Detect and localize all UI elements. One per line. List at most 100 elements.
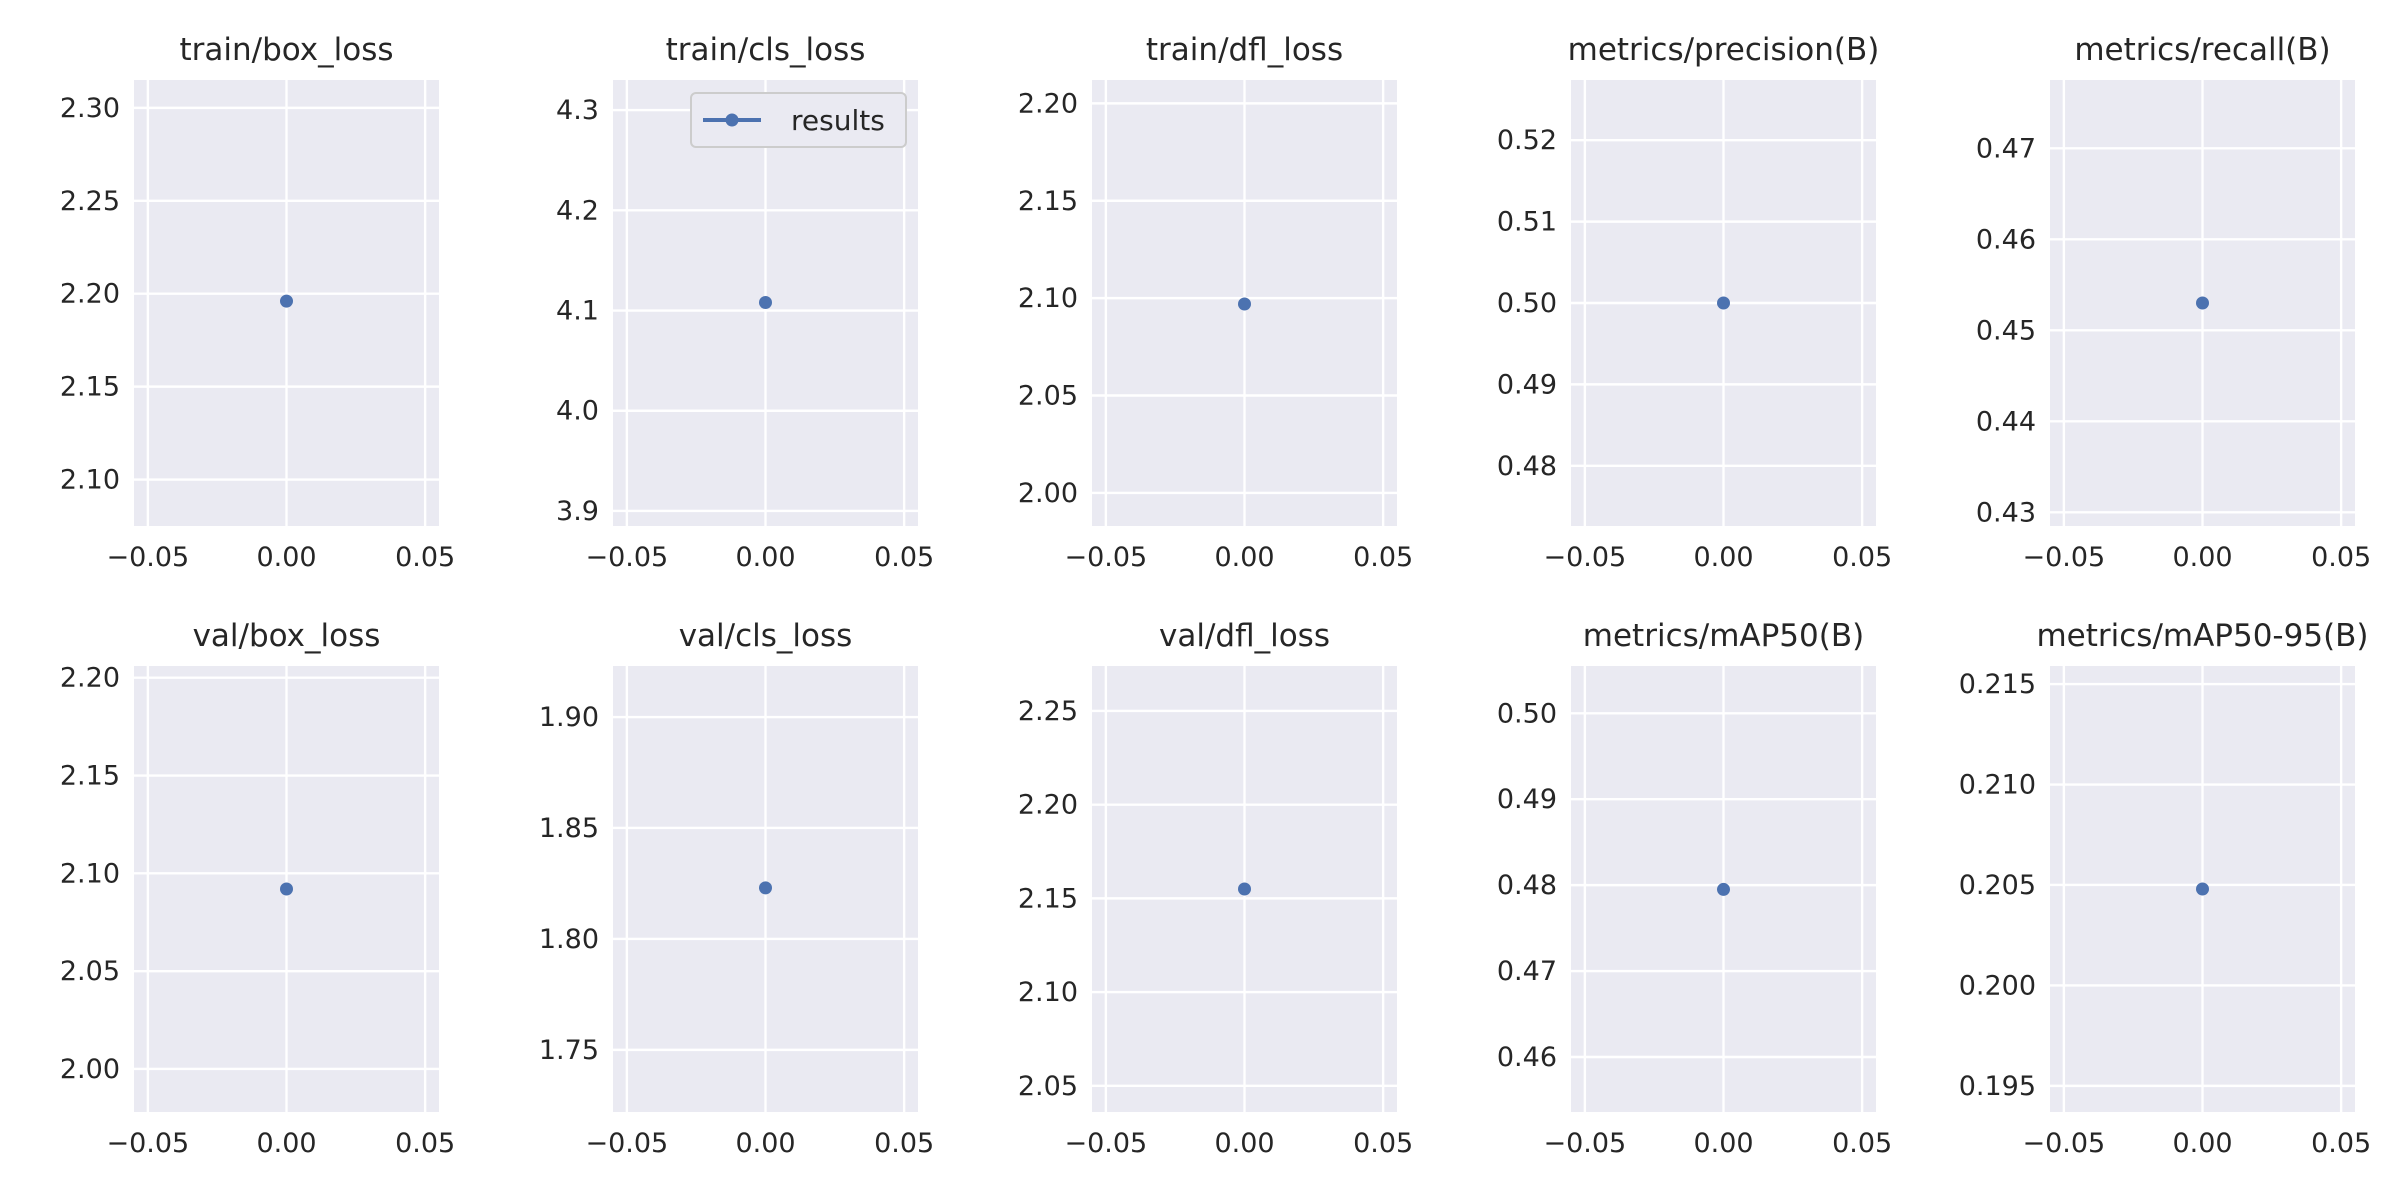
subplot-6: 2.00 2.05 2.10 2.15 2.20 −0.05 0.00 0.05 val/box… bbox=[60, 618, 455, 1159]
subplot-10: 0.195 0.200 0.205 0.210 0.215 −0.05 0.00 0.05 me… bbox=[1959, 618, 2371, 1159]
subplot-3: 2.00 2.05 2.10 2.15 2.20 −0.05 0.00 0.05 train/d… bbox=[1018, 32, 1413, 573]
x-tick-label: −0.05 bbox=[106, 1128, 189, 1159]
y-tick-label: 0.52 bbox=[1497, 125, 1557, 156]
x-tick-label: 0.05 bbox=[1832, 1128, 1892, 1159]
y-tick-label: 2.05 bbox=[60, 956, 120, 987]
data-point bbox=[1717, 882, 1730, 896]
y-tick-label: 0.195 bbox=[1959, 1071, 2036, 1102]
data-point bbox=[1717, 296, 1730, 310]
subplot-5: 0.43 0.44 0.45 0.46 0.47 −0.05 0.00 0.05 metrics… bbox=[1976, 32, 2371, 573]
y-tick-label: 0.49 bbox=[1497, 369, 1557, 400]
legend-marker bbox=[725, 113, 739, 127]
y-tick-label: 0.44 bbox=[1976, 406, 2036, 437]
x-tick-label: 0.00 bbox=[2172, 1128, 2232, 1159]
legend-box bbox=[690, 92, 907, 148]
x-tick-label: 0.00 bbox=[256, 1128, 316, 1159]
subplot-title: train/box_loss bbox=[179, 32, 393, 68]
y-tick-label: 2.10 bbox=[1018, 283, 1078, 314]
subplot-title: metrics/recall(B) bbox=[2074, 32, 2330, 68]
legend-label: results bbox=[791, 104, 885, 137]
data-point bbox=[280, 294, 293, 308]
y-tick-label: 2.25 bbox=[1018, 696, 1078, 727]
subplot-2: 3.9 4.0 4.1 4.2 4.3 −0.05 0.00 0.05 train/cls_lo… bbox=[556, 32, 934, 573]
data-point bbox=[759, 295, 772, 309]
y-tick-label: 4.0 bbox=[556, 396, 599, 427]
y-tick-label: 0.50 bbox=[1497, 288, 1557, 319]
subplot-1: 2.10 2.15 2.20 2.25 2.30 −0.05 0.00 0.05 train/b… bbox=[60, 32, 455, 573]
y-tick-label: 4.3 bbox=[556, 95, 599, 126]
x-tick-label: 0.05 bbox=[874, 542, 934, 573]
y-tick-label: 2.20 bbox=[60, 279, 120, 310]
x-tick-label: 0.05 bbox=[2311, 1128, 2371, 1159]
x-tick-label: 0.05 bbox=[1353, 1128, 1413, 1159]
subplot-title: metrics/mAP50-95(B) bbox=[2036, 618, 2368, 654]
x-tick-label: −0.05 bbox=[1543, 1128, 1626, 1159]
y-tick-label: 0.49 bbox=[1497, 784, 1557, 815]
y-tick-label: 2.00 bbox=[1018, 478, 1078, 509]
x-tick-label: 0.00 bbox=[1693, 1128, 1753, 1159]
y-tick-label: 1.75 bbox=[539, 1035, 599, 1066]
y-tick-label: 0.51 bbox=[1497, 207, 1557, 238]
y-tick-label: 2.20 bbox=[60, 663, 120, 694]
x-tick-label: −0.05 bbox=[1064, 542, 1147, 573]
y-tick-label: 4.1 bbox=[556, 296, 599, 327]
x-tick-label: 0.00 bbox=[2172, 542, 2232, 573]
subplot-8: 2.05 2.10 2.15 2.20 2.25 −0.05 0.00 0.05 val/dfl… bbox=[1018, 618, 1413, 1159]
y-tick-label: 0.210 bbox=[1959, 770, 2036, 801]
y-tick-label: 2.20 bbox=[1018, 790, 1078, 821]
y-tick-label: 0.43 bbox=[1976, 497, 2036, 528]
data-point bbox=[1238, 882, 1251, 896]
x-tick-label: −0.05 bbox=[1064, 1128, 1147, 1159]
data-point bbox=[1238, 297, 1251, 311]
x-tick-label: 0.00 bbox=[1693, 542, 1753, 573]
y-tick-label: 0.46 bbox=[1497, 1042, 1557, 1073]
data-point bbox=[2196, 296, 2209, 310]
subplot-7: 1.75 1.80 1.85 1.90 −0.05 0.00 0.05 val/cls_los… bbox=[539, 618, 934, 1159]
x-tick-label: 0.00 bbox=[735, 542, 795, 573]
subplot-9: 0.46 0.47 0.48 0.49 0.50 −0.05 0.00 0.05 metrics… bbox=[1497, 618, 1892, 1159]
x-tick-label: −0.05 bbox=[2022, 1128, 2105, 1159]
y-tick-label: 1.80 bbox=[539, 924, 599, 955]
data-point bbox=[280, 882, 293, 896]
y-tick-label: 2.05 bbox=[1018, 381, 1078, 412]
y-tick-label: 0.215 bbox=[1959, 669, 2036, 700]
legend: results bbox=[690, 92, 907, 148]
subplot-title: train/dfl_loss bbox=[1146, 32, 1343, 68]
data-point bbox=[2196, 882, 2209, 896]
y-tick-label: 2.15 bbox=[60, 372, 120, 403]
y-tick-label: 2.10 bbox=[60, 465, 120, 496]
x-tick-label: 0.05 bbox=[2311, 542, 2371, 573]
y-tick-label: 0.205 bbox=[1959, 870, 2036, 901]
subplot-title: val/cls_loss bbox=[679, 618, 853, 654]
x-tick-label: −0.05 bbox=[2022, 542, 2105, 573]
data-point bbox=[759, 881, 772, 895]
subplot-title: metrics/mAP50(B) bbox=[1583, 618, 1864, 654]
x-tick-label: −0.05 bbox=[585, 542, 668, 573]
x-tick-label: 0.00 bbox=[1214, 542, 1274, 573]
x-tick-label: 0.05 bbox=[874, 1128, 934, 1159]
y-tick-label: 4.2 bbox=[556, 195, 599, 226]
x-tick-label: 0.05 bbox=[1353, 542, 1413, 573]
y-tick-label: 2.25 bbox=[60, 186, 120, 217]
subplot-title: train/cls_loss bbox=[666, 32, 866, 68]
subplot-title: val/dfl_loss bbox=[1159, 618, 1330, 654]
y-tick-label: 0.200 bbox=[1959, 970, 2036, 1001]
y-tick-label: 2.00 bbox=[60, 1054, 120, 1085]
subplot-title: val/box_loss bbox=[193, 618, 381, 654]
y-tick-label: 2.05 bbox=[1018, 1071, 1078, 1102]
x-tick-label: 0.05 bbox=[395, 1128, 455, 1159]
y-tick-label: 0.45 bbox=[1976, 315, 2036, 346]
y-tick-label: 2.20 bbox=[1018, 88, 1078, 119]
x-tick-label: −0.05 bbox=[106, 542, 189, 573]
y-tick-label: 2.10 bbox=[60, 858, 120, 889]
y-tick-label: 2.30 bbox=[60, 93, 120, 124]
y-tick-label: 2.15 bbox=[60, 761, 120, 792]
y-tick-label: 3.9 bbox=[556, 496, 599, 527]
subplot-title: metrics/precision(B) bbox=[1568, 32, 1880, 68]
y-tick-label: 2.15 bbox=[1018, 883, 1078, 914]
y-tick-label: 1.90 bbox=[539, 702, 599, 733]
x-tick-label: 0.05 bbox=[1832, 542, 1892, 573]
y-tick-label: 2.10 bbox=[1018, 977, 1078, 1008]
y-tick-label: 1.85 bbox=[539, 813, 599, 844]
